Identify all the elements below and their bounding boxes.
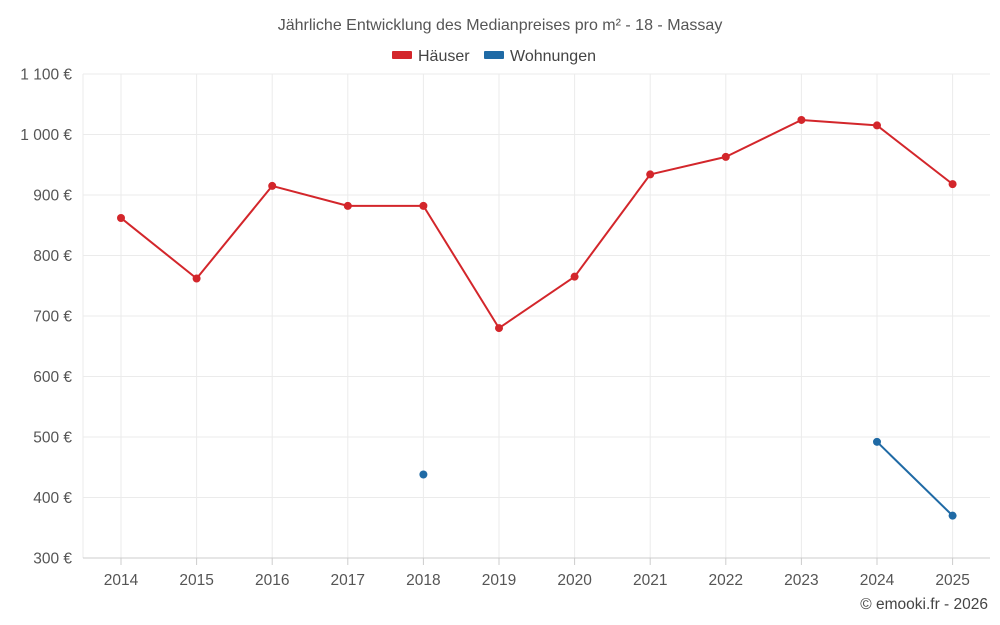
x-axis: 2014 2015 2016 2017 2018 2019 2020 2021 2022 2023… xyxy=(83,557,990,589)
x-tick-label: 2021 xyxy=(633,572,667,589)
data-point[interactable] xyxy=(268,181,277,190)
legend-swatch xyxy=(392,51,412,59)
y-axis: 300 € 400 € 500 € 600 € 700 € 800 € 900 € 1 000… xyxy=(20,67,72,568)
series-haeuser xyxy=(117,115,957,333)
data-point[interactable] xyxy=(419,201,428,210)
chart-title: Jährliche Entwicklung des Medianpreises … xyxy=(278,17,723,34)
data-point[interactable] xyxy=(873,437,881,446)
data-point[interactable] xyxy=(948,511,957,520)
y-tick-label: 1 000 € xyxy=(20,127,72,144)
data-point[interactable] xyxy=(570,272,579,281)
data-point[interactable] xyxy=(873,121,881,130)
grid-lines xyxy=(82,73,990,558)
legend: Häuser Wohnungen xyxy=(392,48,596,65)
data-point[interactable] xyxy=(797,115,806,124)
x-tick-label: 2019 xyxy=(482,572,516,589)
x-tick-label: 2015 xyxy=(179,572,213,589)
y-tick-label: 400 € xyxy=(33,490,72,507)
data-point[interactable] xyxy=(419,470,428,479)
x-tick-label: 2017 xyxy=(331,572,365,589)
data-point[interactable] xyxy=(343,201,352,210)
x-tick-label: 2018 xyxy=(406,572,440,589)
legend-label[interactable]: Wohnungen xyxy=(510,48,596,65)
legend-label[interactable]: Häuser xyxy=(418,48,470,65)
x-tick-label: 2024 xyxy=(860,572,895,589)
x-tick-label: 2023 xyxy=(784,572,818,589)
y-tick-label: 900 € xyxy=(33,188,72,205)
data-point[interactable] xyxy=(495,324,503,333)
data-point[interactable] xyxy=(117,213,125,222)
series-line xyxy=(876,441,954,517)
y-tick-label: 800 € xyxy=(33,248,72,265)
x-tick-label: 2020 xyxy=(557,572,592,589)
series-line xyxy=(120,118,954,330)
data-point[interactable] xyxy=(721,152,730,161)
x-tick-label: 2016 xyxy=(255,572,289,589)
y-tick-label: 300 € xyxy=(33,551,72,568)
y-tick-label: 600 € xyxy=(33,369,72,386)
credit-text: © emooki.fr - 2026 xyxy=(860,596,988,613)
x-tick-label: 2022 xyxy=(709,572,743,589)
legend-swatch xyxy=(484,51,504,59)
y-tick-label: 500 € xyxy=(33,430,72,447)
y-tick-label: 700 € xyxy=(33,309,72,326)
series xyxy=(117,115,957,520)
series-wohnungen xyxy=(419,437,957,520)
data-point[interactable] xyxy=(646,170,655,179)
data-point[interactable] xyxy=(192,274,201,283)
x-tick-label: 2025 xyxy=(935,572,969,589)
y-tick-label: 1 100 € xyxy=(20,67,72,84)
data-point[interactable] xyxy=(948,180,957,189)
x-tick-label: 2014 xyxy=(104,572,139,589)
